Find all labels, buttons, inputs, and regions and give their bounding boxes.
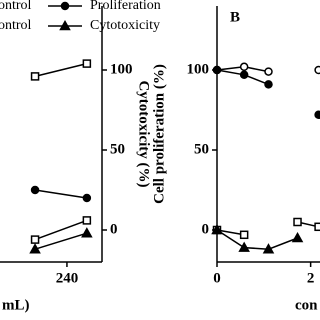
- series-line: [34, 189, 87, 199]
- marker: [238, 241, 250, 252]
- marker: [293, 217, 302, 227]
- y-tick-label: 100: [187, 61, 210, 77]
- legend-label: ontrol: [0, 18, 32, 33]
- marker: [264, 67, 273, 76]
- marker: [82, 59, 92, 68]
- marker: [59, 19, 71, 31]
- marker: [264, 80, 273, 89]
- marker: [212, 65, 222, 75]
- marker: [81, 227, 93, 238]
- marker: [262, 243, 275, 254]
- series-line: [34, 219, 88, 241]
- marker: [239, 62, 249, 72]
- series-line: [34, 232, 88, 250]
- y-axis-label: Cell proliferation (%): [151, 64, 167, 204]
- x-axis-label: con: [295, 297, 318, 313]
- legend-label: ontrol: [0, 0, 32, 13]
- marker: [239, 230, 249, 240]
- y-tick-label: 50: [110, 141, 125, 157]
- marker: [30, 235, 40, 244]
- y-tick-label: 100: [110, 61, 133, 77]
- series-line: [216, 229, 298, 250]
- marker: [30, 72, 40, 81]
- marker: [314, 222, 320, 232]
- y-tick-label: 0: [110, 221, 118, 237]
- series-line: [34, 62, 88, 78]
- marker: [60, 1, 70, 11]
- legend-label: Proliferation: [90, 0, 161, 13]
- marker: [291, 231, 304, 243]
- series-line: [217, 70, 319, 115]
- y-axis-label: Cytotoxicity (%): [136, 80, 152, 187]
- legend-label: Cytotoxicity: [90, 18, 160, 33]
- marker: [314, 110, 320, 120]
- x-tick-label: 2: [307, 270, 315, 286]
- marker: [211, 223, 223, 235]
- x-tick-label: 240: [56, 270, 79, 286]
- series-line: [216, 221, 319, 236]
- marker: [239, 70, 249, 80]
- x-axis-label: mL): [2, 297, 30, 313]
- marker: [82, 193, 92, 203]
- marker: [314, 65, 320, 75]
- marker: [82, 216, 92, 225]
- y-tick-label: 50: [194, 141, 209, 157]
- marker: [29, 243, 41, 254]
- panel-label: B: [230, 9, 240, 25]
- y-tick-label: 0: [202, 221, 210, 237]
- marker: [30, 185, 40, 195]
- x-tick-label: 0: [213, 270, 221, 286]
